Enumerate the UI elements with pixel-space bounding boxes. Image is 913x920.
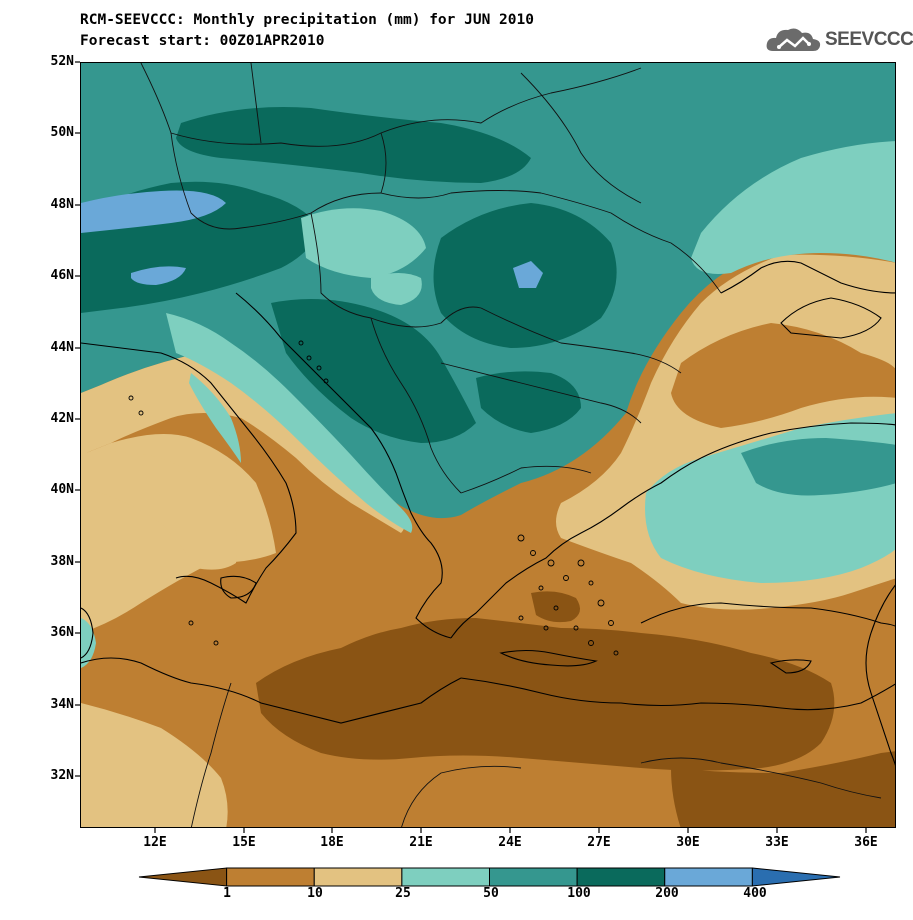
colorbar-segment [576,867,666,887]
colorbar [138,867,841,887]
x-tick-label: 30E [676,835,700,850]
dry-patch-black-sea [671,323,895,428]
y-tick-label: 36N [50,625,74,640]
precipitation-map [80,62,896,828]
colorbar-segment [313,867,403,887]
extreme-patch-romania [513,261,543,288]
light-south-west [81,703,228,827]
x-tick-label: 15E [232,835,256,850]
y-tick-label: 40N [50,482,74,497]
very-wet-balkans [271,299,476,443]
y-tick-label: 50N [50,125,74,140]
x-tick-label: 33E [765,835,789,850]
x-tick-label: 27E [587,835,611,850]
very-dry-south-east [671,751,895,827]
colorbar-label: 100 [567,886,591,901]
logo-text: SEEVCCC [825,29,913,50]
very-wet-bulgaria [476,371,581,433]
y-tick-label: 38N [50,554,74,569]
moderate-patch-slovakia [371,273,422,305]
y-tick-label: 46N [50,268,74,283]
extreme-patch-alps [81,190,226,233]
country-borders [140,63,882,827]
colorbar-segment [226,867,315,887]
moderate-adriatic-strip [166,313,413,533]
wet-patch-anatolia [741,438,895,496]
colorbar-segment [138,867,228,887]
x-tick-label: 18E [320,835,344,850]
aegean-islands [128,340,619,656]
light-tyrrhenian [81,451,238,570]
y-tick-label: 34N [50,697,74,712]
seevccc-logo: SEEVCCC [765,25,913,55]
x-tick-label: 24E [498,835,522,850]
colorbar-label: 50 [483,886,499,901]
moderate-hungary [301,208,426,278]
colorbar-segment [489,867,578,887]
colorbar-segment [751,867,841,887]
coastlines [81,260,895,766]
y-tick-label: 52N [50,54,74,69]
colorbar-label: 1 [223,886,231,901]
map-canvas [81,63,895,827]
very-dry-aegean [531,591,580,623]
cloud-icon [766,28,821,51]
colorbar-segment [664,867,753,887]
y-tick-label: 32N [50,768,74,783]
y-tick-label: 42N [50,411,74,426]
colorbar-label: 200 [655,886,679,901]
colorbar-segment [401,867,490,887]
moderate-north-east [691,141,895,274]
colorbar-label: 10 [307,886,323,901]
extreme-patch-austria [131,266,186,285]
colorbar-label: 25 [395,886,411,901]
colorbar-label: 400 [743,886,767,901]
y-tick-label: 48N [50,197,74,212]
moderate-italy-coast [189,373,241,463]
y-tick-label: 44N [50,340,74,355]
forecast-start-subtitle: Forecast start: 00Z01APR2010 [80,33,325,49]
very-wet-central-north [176,107,531,183]
x-tick-label: 21E [409,835,433,850]
light-band-west [81,353,405,533]
x-tick-label: 36E [854,835,878,850]
x-tick-label: 12E [143,835,167,850]
map-title: RCM-SEEVCCC: Monthly precipitation (mm) … [80,12,534,28]
